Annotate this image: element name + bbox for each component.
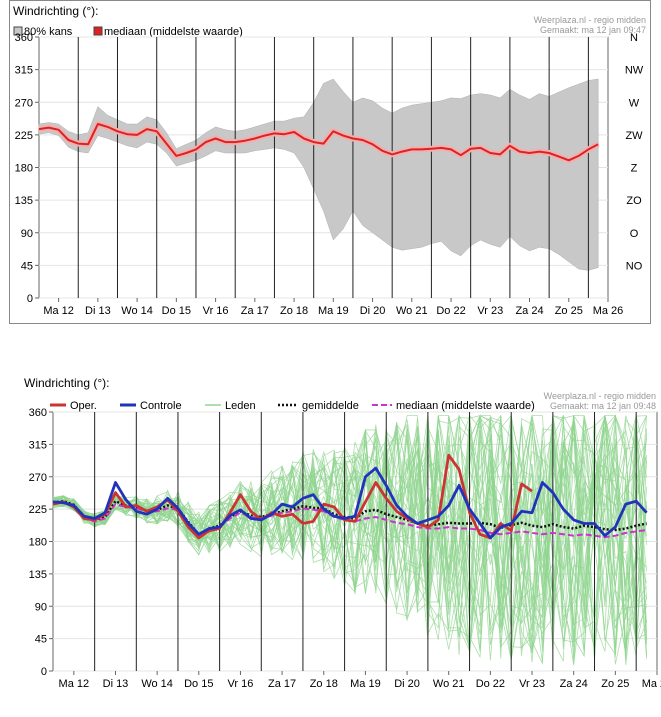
chart-ensemble-svg: Windrichting (°): Weerplaza.nl - regio m… [24,376,661,690]
band-80pct [38,78,599,271]
x-tick-label: Za 24 [515,305,543,317]
compass-label: NO [626,260,643,272]
y-tick-label: 315 [15,65,33,77]
legend-label: Leden [225,400,256,412]
y-tick-label: 315 [29,439,47,451]
x-tick-label: Za 17 [268,678,296,690]
legend-label: 80% kans [24,26,73,38]
legend-label: mediaan (middelste waarde) [104,26,243,38]
ensemble-member [52,415,647,665]
y-tick-label: 90 [21,228,33,240]
compass-label: NW [625,65,644,77]
x-tick-label: Ma 26 [593,305,624,317]
y-tick-label: 0 [41,666,47,678]
chart-source: Weerplaza.nl - regio midden [534,15,646,25]
compass-label: N [630,32,638,44]
x-tick-label: Di 13 [85,305,111,317]
x-tick-label: Do 22 [476,678,505,690]
y-tick-label: 225 [29,504,47,516]
x-tick-label: Ma 12 [43,305,74,317]
x-tick-label: Wo 14 [141,678,173,690]
chart-title: Windrichting (°): [24,376,109,390]
chart-80pct-svg: Windrichting (°): Weerplaza.nl - regio m… [9,0,651,324]
x-tick-label: Zo 25 [555,305,583,317]
legend-label: mediaan (middelste waarde) [396,400,535,412]
legend-label: Controle [140,400,182,412]
chart-ensemble: Windrichting (°): Weerplaza.nl - regio m… [0,363,661,712]
x-tick-label: Ma 19 [318,305,349,317]
x-tick-label: Ma 19 [350,678,381,690]
x-tick-label: Do 15 [162,305,191,317]
ensemble-member [52,414,647,624]
y-tick-label: 45 [21,260,33,272]
y-tick-label: 360 [15,32,33,44]
x-tick-label: Wo 21 [396,305,428,317]
legend-label: Oper. [70,400,97,412]
compass-label: ZW [625,130,643,142]
y-tick-label: 270 [15,97,33,109]
x-tick-label: Zo 18 [310,678,338,690]
y-tick-label: 360 [29,407,47,419]
x-tick-label: Di 13 [103,678,129,690]
x-tick-label: Wo 14 [121,305,153,317]
series-controle [52,466,648,540]
y-tick-label: 90 [35,601,47,613]
compass-label: O [630,228,639,240]
legend-swatch [93,26,103,36]
y-tick-label: 0 [27,293,33,305]
ensemble-member [52,415,647,638]
ensemble-member [52,414,647,658]
x-tick-label: Wo 21 [433,678,465,690]
x-tick-label: Do 22 [436,305,465,317]
compass-label: Z [631,163,638,175]
x-tick-label: Di 20 [394,678,420,690]
chart-80pct: Windrichting (°): Weerplaza.nl - regio m… [0,0,661,326]
chart-title: Windrichting (°): [13,4,98,18]
legend-swatch [13,26,23,36]
x-tick-label: Vr 23 [519,678,545,690]
x-tick-label: Vr 16 [228,678,254,690]
y-tick-label: 135 [15,195,33,207]
ensemble-member [52,414,647,661]
compass-label: W [629,97,640,109]
x-tick-label: Do 15 [184,678,213,690]
chart-source: Weerplaza.nl - regio midden [544,391,656,401]
series-median [38,123,599,162]
y-tick-label: 270 [29,472,47,484]
y-tick-label: 45 [35,634,47,646]
chart-made: Gemaakt: ma 12 jan 09:47 [540,25,646,35]
y-tick-label: 180 [15,163,33,175]
chart-made: Gemaakt: ma 12 jan 09:48 [550,401,656,411]
x-tick-label: Zo 18 [280,305,308,317]
x-tick-label: Vr 23 [477,305,503,317]
y-tick-label: 225 [15,130,33,142]
x-tick-label: Di 20 [360,305,386,317]
x-tick-label: Ma 26 [642,678,661,690]
compass-label: ZO [626,195,642,207]
y-tick-label: 135 [29,569,47,581]
legend-label: gemiddelde [302,400,359,412]
y-tick-label: 180 [29,537,47,549]
x-tick-label: Zo 25 [601,678,629,690]
x-tick-label: Za 17 [241,305,269,317]
x-tick-label: Ma 12 [59,678,90,690]
x-tick-label: Za 24 [560,678,588,690]
x-tick-label: Vr 16 [203,305,229,317]
